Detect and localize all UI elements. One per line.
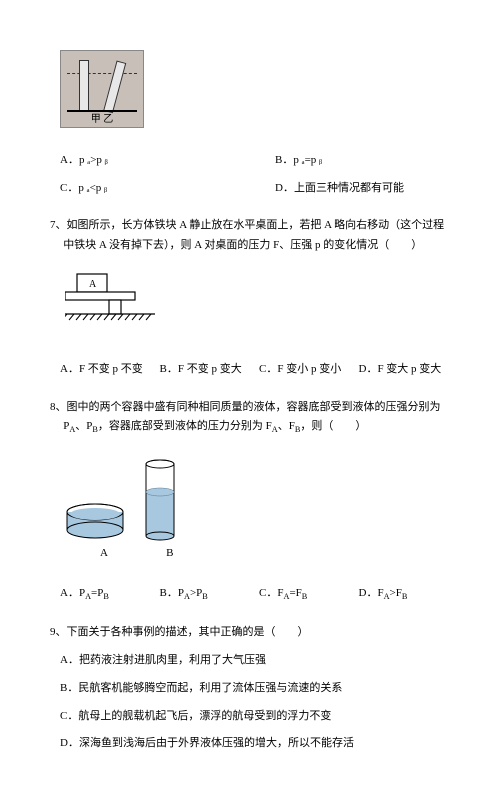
q7-text: 7、如图所示，长方体铁块 A 静止放在水平桌面上，若把 A 略向右移动（这个过程… [50, 216, 450, 256]
q6-option-a: A．p ₐ>p ᵦ [60, 151, 235, 171]
q7-options: A．F 不变 p 不变 B．F 不变 p 变大 C．F 变小 p 变小 D．F … [60, 360, 450, 380]
q8-option-b: B．PA>PB [160, 584, 252, 605]
q8-figure: A B [65, 454, 195, 564]
q9-option-d: D．深海鱼到浅海后由于外界液体压强的增大，所以不能存活 [60, 734, 450, 754]
q9-option-b: B．民航客机能够腾空而起，利用了流体压强与流速的关系 [60, 679, 450, 699]
q8-text: 8、图中的两个容器中盛有同种相同质量的液体，容器底部受到液体的压强分别为 PA、… [50, 398, 450, 439]
q6-option-c: C．p ₐ<p ᵦ [60, 179, 235, 199]
q6-options: A．p ₐ>p ᵦ B．p ₐ=p ᵦ C．p ₐ<p ᵦ D．上面三种情况都有… [60, 151, 450, 199]
q8-option-d: D．FA>FB [359, 584, 451, 605]
q7-option-a: A．F 不变 p 不变 [60, 360, 152, 380]
q9-option-c: C．航母上的舰载机起飞后，漂浮的航母受到的浮力不变 [60, 707, 450, 727]
q8-label-a: A [80, 544, 128, 564]
q7-option-b: B．F 不变 p 变大 [160, 360, 252, 380]
q7-figure: A [65, 272, 155, 327]
q8-option-a: A．PA=PB [60, 584, 152, 605]
q7-option-d: D．F 变大 p 变大 [359, 360, 451, 380]
q8-option-c: C．FA=FB [259, 584, 351, 605]
q6-option-d: D．上面三种情况都有可能 [275, 179, 450, 199]
q9-option-a: A．把药液注射进肌肉里，利用了大气压强 [60, 651, 450, 671]
q9-text: 9、下面关于各种事例的描述，其中正确的是（ ） [50, 623, 450, 643]
q8-options: A．PA=PB B．PA>PB C．FA=FB D．FA>FB [60, 584, 450, 605]
q8-label-b: B [146, 544, 194, 564]
q6-option-b: B．p ₐ=p ᵦ [275, 151, 450, 171]
q7-option-c: C．F 变小 p 变小 [259, 360, 351, 380]
q6-figure: 甲 乙 [60, 50, 450, 136]
q7-block-label: A [89, 279, 97, 290]
q6-fig-labels: 甲 乙 [67, 111, 137, 129]
q9-options: A．把药液注射进肌肉里，利用了大气压强 B．民航客机能够腾空而起，利用了流体压强… [60, 651, 450, 754]
